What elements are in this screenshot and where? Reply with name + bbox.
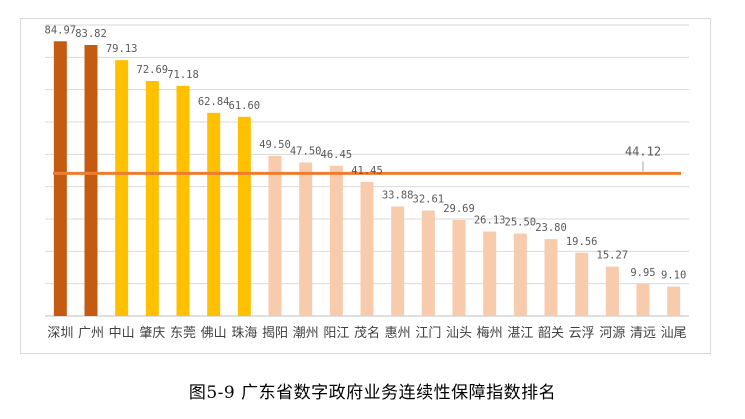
category-label-16: 韶关 bbox=[538, 325, 564, 341]
value-labels: 84.97 83.82 79.13 72.69 71.18 62.84 61.60 49.50… bbox=[45, 24, 687, 281]
category-label-13: 汕头 bbox=[446, 326, 472, 341]
category-label-1: 广州 bbox=[78, 326, 104, 341]
category-label-2: 中山 bbox=[109, 326, 135, 341]
category-label-6: 珠海 bbox=[231, 326, 257, 341]
bar-11 bbox=[391, 206, 405, 316]
category-label-14: 梅州 bbox=[477, 326, 503, 341]
average-line-group: 44.12 bbox=[53, 144, 681, 175]
bar-5 bbox=[207, 112, 221, 316]
figure-caption: 图5-9 广东省数字政府业务连续性保障指数排名 bbox=[188, 383, 557, 403]
bar-12 bbox=[421, 210, 435, 316]
value-label-4: 71.18 bbox=[167, 69, 199, 81]
value-label-9: 46.45 bbox=[321, 149, 353, 161]
category-label-17: 云浮 bbox=[569, 326, 595, 341]
value-label-1: 83.82 bbox=[75, 28, 107, 40]
bar-10 bbox=[360, 181, 374, 316]
bar-16 bbox=[544, 239, 558, 316]
category-label-12: 江门 bbox=[415, 326, 441, 341]
category-label-8: 潮州 bbox=[293, 326, 319, 341]
category-label-7: 揭阳 bbox=[262, 326, 288, 341]
category-label-11: 惠州 bbox=[385, 326, 411, 341]
bar-7 bbox=[268, 155, 282, 316]
bar-20 bbox=[667, 286, 681, 316]
value-label-6: 61.60 bbox=[229, 100, 261, 112]
bars bbox=[53, 41, 681, 317]
category-label-9: 阳江 bbox=[323, 326, 349, 341]
bar-13 bbox=[452, 220, 466, 316]
value-label-17: 19.56 bbox=[566, 236, 598, 248]
category-label-0: 深圳 bbox=[47, 326, 73, 341]
category-label-10: 茂名 bbox=[354, 325, 380, 341]
value-label-8: 47.50 bbox=[290, 145, 322, 157]
category-label-5: 佛山 bbox=[201, 326, 227, 341]
value-label-7: 49.50 bbox=[259, 139, 291, 151]
category-label-20: 汕尾 bbox=[661, 326, 687, 341]
value-label-2: 79.13 bbox=[106, 43, 138, 55]
bar-15 bbox=[513, 233, 527, 316]
category-label-18: 河源 bbox=[599, 326, 625, 341]
value-label-10: 41.45 bbox=[351, 165, 383, 177]
bar-0 bbox=[53, 41, 67, 316]
bar-19 bbox=[636, 283, 650, 316]
value-label-13: 29.69 bbox=[443, 203, 475, 215]
bar-17 bbox=[575, 252, 589, 316]
bar-18 bbox=[605, 266, 619, 316]
chart-frame: 44.12 84.97 83.82 79.13 72.69 71.18 62.84 61.6… bbox=[20, 18, 711, 354]
bar-9 bbox=[329, 165, 343, 316]
value-label-3: 72.69 bbox=[137, 64, 169, 76]
bar-chart: 44.12 84.97 83.82 79.13 72.69 71.18 62.84 61.6… bbox=[45, 24, 689, 341]
category-label-4: 东莞 bbox=[170, 326, 196, 341]
value-label-11: 33.88 bbox=[382, 189, 414, 201]
bar-6 bbox=[237, 116, 251, 317]
average-label: 44.12 bbox=[625, 144, 661, 158]
category-label-19: 清远 bbox=[630, 326, 656, 341]
bar-4 bbox=[176, 85, 190, 316]
value-label-12: 32.61 bbox=[413, 194, 445, 206]
value-label-19: 9.95 bbox=[630, 267, 655, 279]
value-label-16: 23.80 bbox=[535, 222, 567, 234]
value-label-14: 26.13 bbox=[474, 215, 506, 227]
bar-1 bbox=[84, 44, 98, 317]
bar-8 bbox=[299, 162, 313, 316]
category-label-15: 湛江 bbox=[507, 326, 533, 341]
value-label-20: 9.10 bbox=[661, 270, 686, 282]
category-labels: 深圳 广州 中山 肇庆 东莞 佛山 珠海 揭阳 潮州 阳江 茂名 惠州 江门 汕头 梅州 湛江 韶关 云浮 河源 清远… bbox=[47, 325, 686, 341]
category-label-3: 肇庆 bbox=[139, 326, 165, 341]
value-label-5: 62.84 bbox=[198, 96, 230, 108]
bar-3 bbox=[145, 80, 159, 317]
value-label-0: 84.97 bbox=[45, 24, 77, 36]
bar-2 bbox=[115, 60, 129, 316]
value-label-15: 25.50 bbox=[505, 217, 537, 229]
value-label-18: 15.27 bbox=[597, 250, 629, 262]
bar-14 bbox=[483, 231, 497, 316]
